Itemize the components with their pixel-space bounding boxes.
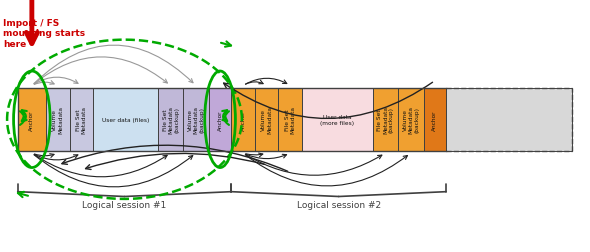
Text: Anchor: Anchor bbox=[218, 110, 222, 130]
Bar bbox=[278, 88, 302, 151]
Bar bbox=[183, 88, 209, 151]
Text: Volume
Metadata
(backup): Volume Metadata (backup) bbox=[402, 106, 419, 134]
Bar bbox=[424, 88, 446, 151]
Text: Volume
Metadata: Volume Metadata bbox=[53, 106, 63, 134]
Text: File Set
Metadata
(backup): File Set Metadata (backup) bbox=[162, 106, 179, 134]
Text: File Set
Metadata: File Set Metadata bbox=[76, 106, 87, 134]
Bar bbox=[158, 88, 183, 151]
Text: User data (files): User data (files) bbox=[102, 117, 149, 122]
Text: Anchor: Anchor bbox=[241, 110, 245, 130]
Text: Logical session #1: Logical session #1 bbox=[83, 200, 166, 209]
Text: Logical session #2: Logical session #2 bbox=[297, 200, 381, 209]
Text: Volume
Metadata: Volume Metadata bbox=[261, 106, 272, 134]
Text: Anchor: Anchor bbox=[30, 110, 34, 130]
Text: File Set
Metadata: File Set Metadata bbox=[285, 106, 296, 134]
Bar bbox=[18, 88, 46, 151]
Text: Volume
Metadata
(backup): Volume Metadata (backup) bbox=[188, 106, 205, 134]
Bar bbox=[302, 88, 373, 151]
Text: File Set
Metadata
(backup): File Set Metadata (backup) bbox=[377, 106, 394, 134]
Bar bbox=[70, 88, 93, 151]
Bar bbox=[93, 88, 158, 151]
Text: Anchor: Anchor bbox=[432, 110, 437, 130]
Text: User data
(more files): User data (more files) bbox=[320, 114, 355, 125]
Bar bbox=[46, 88, 70, 151]
Bar bbox=[231, 88, 255, 151]
Bar bbox=[398, 88, 424, 151]
Bar bbox=[373, 88, 398, 151]
Bar bbox=[446, 88, 572, 151]
Text: Import / FS
mounting starts
here: Import / FS mounting starts here bbox=[3, 19, 85, 49]
Bar bbox=[255, 88, 278, 151]
Bar bbox=[209, 88, 231, 151]
